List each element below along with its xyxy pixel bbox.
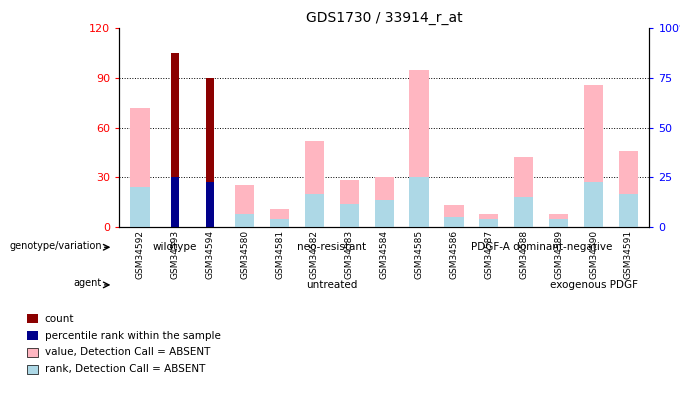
Text: rank, Detection Call = ABSENT: rank, Detection Call = ABSENT xyxy=(45,364,205,374)
Bar xyxy=(206,78,214,227)
Bar xyxy=(206,182,214,227)
Text: percentile rank within the sample: percentile rank within the sample xyxy=(45,330,220,341)
Bar xyxy=(27,331,38,340)
Bar xyxy=(27,348,38,357)
Bar xyxy=(305,194,324,227)
Title: GDS1730 / 33914_r_at: GDS1730 / 33914_r_at xyxy=(306,11,462,25)
Bar xyxy=(305,141,324,227)
Text: count: count xyxy=(45,313,74,324)
Bar xyxy=(131,187,150,227)
Text: exogenous PDGF: exogenous PDGF xyxy=(549,280,638,290)
Bar xyxy=(340,181,359,227)
Bar xyxy=(479,219,498,227)
Bar xyxy=(445,205,464,227)
Bar xyxy=(514,158,533,227)
Bar xyxy=(27,364,38,374)
Bar xyxy=(584,182,603,227)
Text: genotype/variation: genotype/variation xyxy=(9,241,102,251)
Bar xyxy=(619,151,638,227)
Text: PDGF-A dominant-negative: PDGF-A dominant-negative xyxy=(471,242,612,252)
Bar xyxy=(584,85,603,227)
Bar xyxy=(445,217,464,227)
Bar xyxy=(409,177,428,227)
Bar xyxy=(409,70,428,227)
Bar xyxy=(619,194,638,227)
Bar xyxy=(235,213,254,227)
Text: wildtype: wildtype xyxy=(152,242,197,252)
Bar xyxy=(514,197,533,227)
Text: neo-resistant: neo-resistant xyxy=(297,242,367,252)
Bar xyxy=(171,177,179,227)
Bar xyxy=(375,177,394,227)
Text: agent: agent xyxy=(73,278,102,288)
Bar xyxy=(131,108,150,227)
Bar xyxy=(235,185,254,227)
Bar xyxy=(375,200,394,227)
Bar xyxy=(549,219,568,227)
Bar xyxy=(270,209,289,227)
Bar xyxy=(27,314,38,323)
Bar xyxy=(340,204,359,227)
Bar xyxy=(549,213,568,227)
Bar xyxy=(479,213,498,227)
Text: value, Detection Call = ABSENT: value, Detection Call = ABSENT xyxy=(45,347,210,357)
Text: untreated: untreated xyxy=(306,280,358,290)
Bar xyxy=(270,219,289,227)
Bar xyxy=(171,53,179,227)
